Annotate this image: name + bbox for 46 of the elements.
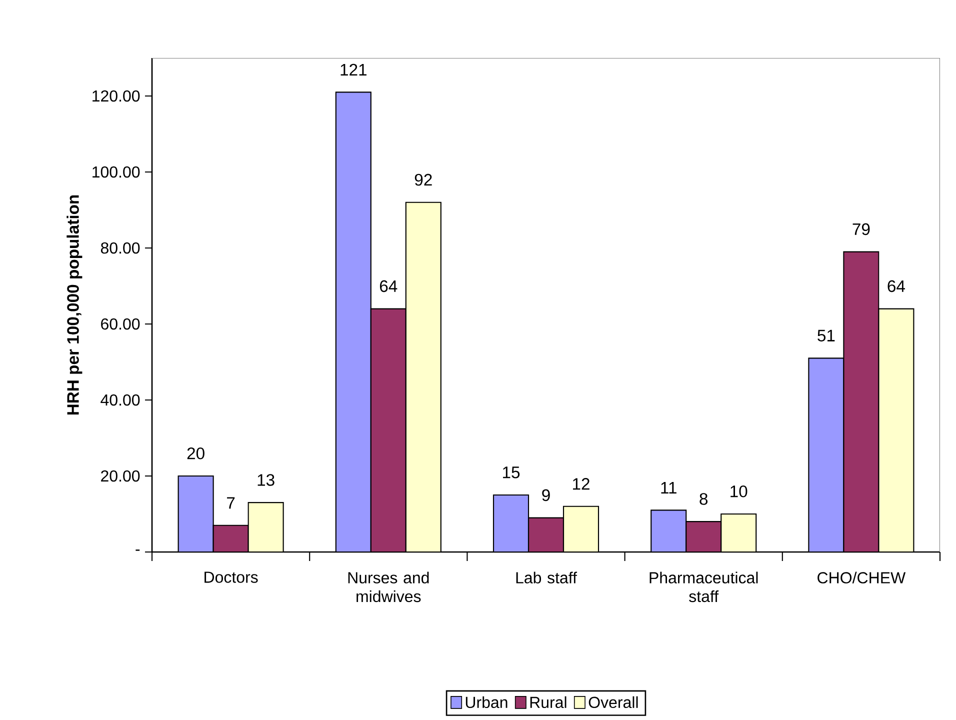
- bar: [720, 513, 757, 552]
- data-label: 64: [380, 280, 398, 292]
- y-tick-label: 40.00: [100, 394, 140, 406]
- data-label: 13: [258, 474, 274, 486]
- bar: [370, 308, 406, 552]
- data-label: 8: [700, 493, 708, 505]
- data-label: 9: [542, 489, 550, 502]
- legend-label: Overall: [588, 696, 638, 708]
- legend-label: Urban: [466, 696, 508, 708]
- data-label: 121: [340, 64, 366, 76]
- bar: [335, 92, 372, 552]
- bar: [843, 251, 880, 552]
- y-tick-label: 100.00: [92, 166, 140, 178]
- bar: [492, 494, 530, 552]
- y-tick-label: 120.00: [92, 90, 140, 102]
- legend-label: Rural: [530, 696, 566, 708]
- data-label: 20: [187, 447, 204, 460]
- x-tick-label: Nurses and midwives: [348, 572, 429, 602]
- bar: [248, 502, 284, 552]
- data-label: 51: [818, 330, 835, 342]
- data-label: 12: [573, 478, 590, 490]
- bar: [878, 308, 914, 552]
- x-tick-label: Pharmaceutical staff: [650, 572, 758, 602]
- bar: [808, 358, 844, 552]
- y-tick-label: -: [136, 550, 140, 551]
- bar: [528, 517, 564, 552]
- y-tick-label: 60.00: [101, 318, 140, 330]
- data-label: 11: [661, 482, 676, 494]
- bar: [178, 476, 214, 552]
- data-label: 7: [227, 497, 235, 509]
- y-tick-label: 20.00: [101, 470, 140, 482]
- data-label: 79: [852, 223, 870, 236]
- x-tick-label: CHO/CHEW: [818, 572, 906, 584]
- data-label: 15: [503, 466, 520, 478]
- bar: [405, 202, 442, 552]
- bar: [213, 525, 248, 552]
- y-axis-title: HRH per 100,000 population: [66, 195, 82, 415]
- data-label: 92: [414, 174, 432, 186]
- data-label: 10: [730, 485, 748, 498]
- x-tick-label: Doctors: [204, 572, 258, 583]
- bar: [650, 510, 687, 552]
- bar: [686, 521, 722, 552]
- bar: [562, 506, 600, 552]
- data-label: 64: [888, 280, 905, 292]
- x-tick-label: Lab staff: [516, 572, 578, 584]
- y-tick-label: 80.00: [100, 242, 140, 254]
